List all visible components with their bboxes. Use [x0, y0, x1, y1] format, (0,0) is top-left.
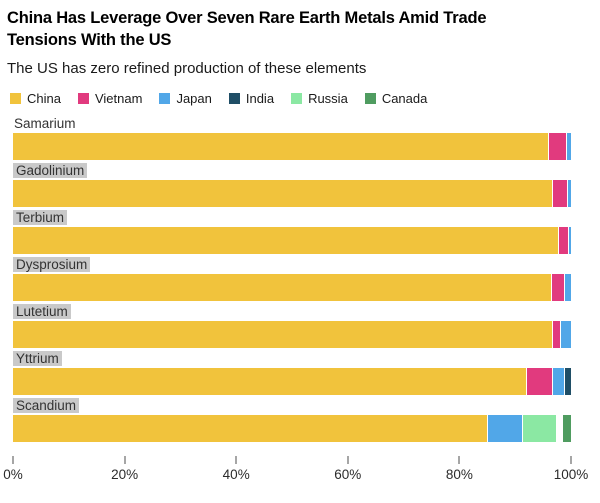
bar-segment-china [13, 321, 553, 348]
legend-label: India [245, 91, 275, 106]
axis-tick [124, 456, 126, 464]
chart-subtitle: The US has zero refined production of th… [7, 60, 367, 77]
bar-segment-china [13, 227, 558, 254]
axis-tick [235, 456, 237, 464]
page-title: China Has Leverage Over Seven Rare Earth… [7, 9, 487, 49]
legend-item-india: India [228, 91, 275, 106]
axis-tick [458, 456, 460, 464]
bar-dysprosium [13, 274, 571, 301]
bar-row-scandium: Scandium [13, 397, 571, 442]
bar-segment-vietnam [548, 133, 567, 160]
legend-item-russia: Russia [291, 91, 348, 106]
legend-swatch-china [10, 93, 21, 104]
bar-label: Dysprosium [13, 257, 91, 272]
bar-segment-china [13, 368, 527, 395]
bar-label: Terbium [13, 210, 68, 225]
legend-swatch-canada [364, 93, 376, 104]
bar-segment-vietnam [552, 274, 565, 301]
legend-swatch-india [228, 93, 240, 104]
legend-swatch-russia [291, 93, 303, 104]
legend-label: Canada [381, 91, 428, 106]
axis-tick-label: 20% [111, 467, 139, 482]
legend-item-japan: Japan [159, 91, 212, 106]
bar-segment-japan [568, 180, 571, 207]
legend-swatch-vietnam [77, 93, 89, 104]
x-axis-track: 0% 20% 40% 60% 80% 100% [3, 456, 588, 484]
bar-segment-vietnam [527, 368, 552, 395]
legend-label: China [27, 91, 61, 106]
bar-segment-china [13, 415, 488, 442]
legend-label: Japan [176, 91, 212, 106]
bar-row-terbium: Terbium [13, 209, 571, 254]
bar-segment-vietnam [558, 227, 568, 254]
x-axis: 0% 20% 40% 60% 80% 100% [0, 456, 600, 484]
bar-segment-japan [568, 227, 571, 254]
bar-segment-china [13, 274, 552, 301]
bar-lutetium [13, 321, 571, 348]
legend-item-china: China [10, 91, 61, 106]
legend-label: Vietnam [94, 91, 143, 106]
legend-label: Russia [308, 91, 348, 106]
axis-tick [12, 456, 14, 464]
bar-label: Gadolinium [13, 163, 88, 178]
legend: China Vietnam Japan India Russia Canada [10, 91, 600, 106]
chart-header: China Has Leverage Over Seven Rare Earth… [0, 0, 600, 78]
bar-label: Yttrium [13, 351, 62, 366]
bar-segment-japan [561, 321, 571, 348]
bar-segment-russia [522, 415, 557, 442]
axis-tick-label: 80% [445, 467, 473, 482]
bar-segment-china [13, 180, 553, 207]
axis-tick [570, 456, 572, 464]
bar-segment-japan [567, 133, 571, 160]
bar-segment-japan [488, 415, 522, 442]
bar-row-samarium: Samarium [13, 115, 571, 160]
bar-yttrium [13, 368, 571, 395]
axis-tick-label: 60% [334, 467, 362, 482]
bar-label: Scandium [13, 398, 80, 413]
bar-segment-india [564, 368, 571, 395]
bar-row-dysprosium: Dysprosium [13, 256, 571, 301]
axis-tick [347, 456, 349, 464]
bar-segment-canada [562, 415, 571, 442]
bar-segment-japan [552, 368, 564, 395]
bar-segment-vietnam [553, 321, 560, 348]
bar-segment-japan [565, 274, 571, 301]
bar-gadolinium [13, 180, 571, 207]
bar-samarium [13, 133, 571, 160]
bar-scandium [13, 415, 571, 442]
legend-swatch-japan [159, 93, 171, 104]
axis-tick-label: 0% [3, 467, 23, 482]
bar-row-gadolinium: Gadolinium [13, 162, 571, 207]
bar-segment-vietnam [553, 180, 568, 207]
bar-label: Samarium [14, 116, 76, 131]
bar-label: Lutetium [13, 304, 71, 319]
bar-segment-china [13, 133, 548, 160]
bar-terbium [13, 227, 571, 254]
stacked-bar-chart: Samarium Gadolinium Terbium Dysprosium Lutet… [0, 115, 600, 442]
bar-row-lutetium: Lutetium [13, 303, 571, 348]
axis-tick-label: 40% [222, 467, 250, 482]
bar-row-yttrium: Yttrium [13, 350, 571, 395]
legend-item-vietnam: Vietnam [77, 91, 143, 106]
axis-tick-label: 100% [553, 467, 589, 482]
legend-item-canada: Canada [364, 91, 428, 106]
